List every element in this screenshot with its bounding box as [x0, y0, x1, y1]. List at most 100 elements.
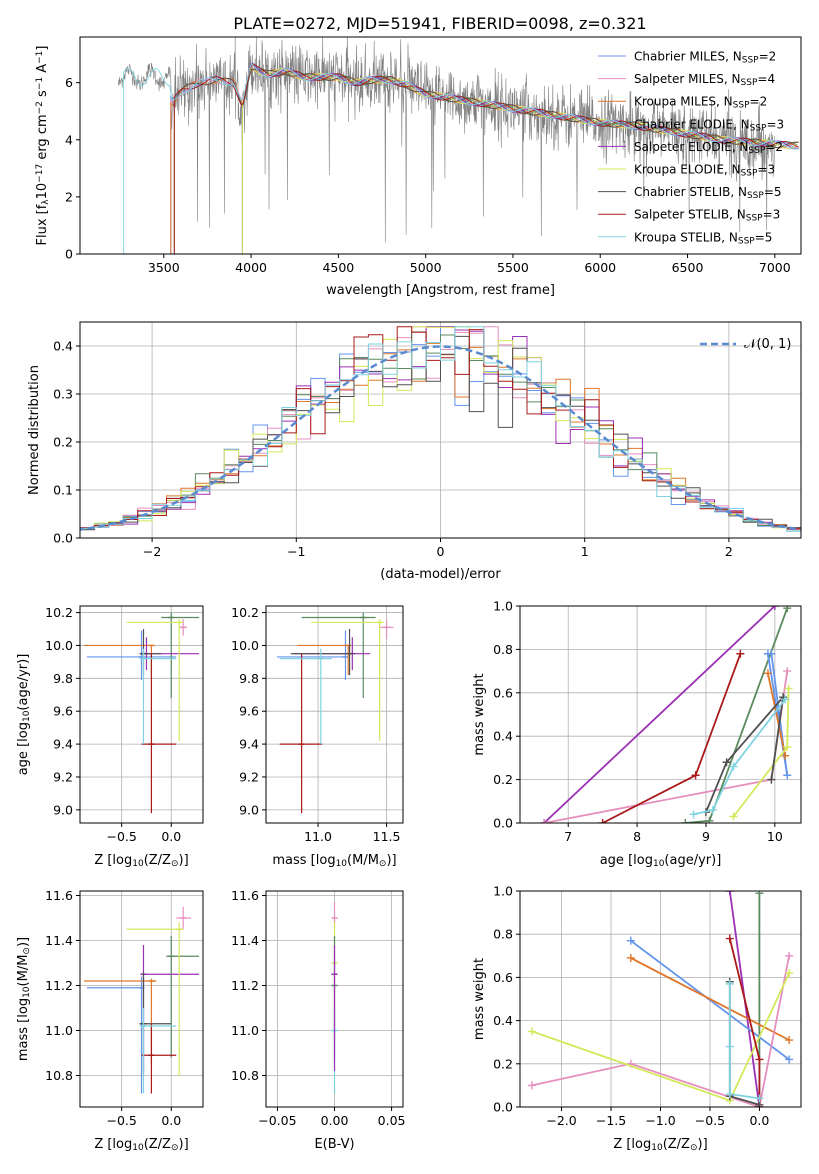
- legend-label-kroupa_miles-part: =2: [750, 95, 768, 109]
- legend-label-chabrier_miles: Chabrier MILES, NSSP=2: [634, 50, 776, 66]
- model-line-kroupa_elodie: [241, 67, 798, 254]
- weight-marker-salpeter_miles: [785, 951, 794, 960]
- mass_vs_ebv-ytick-label: 11.2: [231, 978, 259, 993]
- age_vs_Z-ytick-label: 9.4: [53, 737, 73, 752]
- weight-marker-chabrier_elodie: [681, 819, 690, 823]
- weight_vs_Z-xtick-label: 0.0: [749, 1113, 769, 1128]
- spectrum-ylabel-part: A: [35, 64, 50, 77]
- spectrum-ylabel-part: λ: [41, 199, 51, 205]
- legend-label-chabrier_miles-part: SSP: [742, 56, 759, 66]
- spectrum-xtick-label: 3500: [148, 260, 180, 275]
- weight_vs_age-frame: [519, 605, 802, 824]
- weight_vs_age-xlabel-part: 10: [653, 859, 665, 869]
- weight_vs_age-xlabel: age [log10(age/yr)]: [600, 853, 722, 869]
- legend-label-kroupa_elodie-part: SSP: [741, 169, 758, 179]
- legend-label-chabrier_elodie-part: SSP: [750, 124, 767, 134]
- weight_vs_Z-ytick-label: 0.8: [493, 927, 513, 942]
- legend-label-chabrier_elodie-part: =3: [766, 117, 784, 131]
- weight_vs_Z-xlabel-part: Z [log: [613, 1137, 651, 1152]
- weight-marker-chabrier_stelib: [722, 758, 731, 767]
- weight_vs_Z-axes: −2.0 −1.5 −1.0 −0.5 0.0 0.0 0.2 0.4 0.6 0.8 1.0: [493, 884, 802, 1128]
- mass_vs_Z-xtick-label: −0.5: [106, 1113, 136, 1128]
- weight_vs_Z-ylabel: mass weight: [472, 958, 487, 1040]
- weight_vs_Z-ytick-label: 0.4: [493, 1013, 513, 1028]
- legend-label-salpeter_miles: Salpeter MILES, NSSP=4: [634, 72, 775, 88]
- model-line-chabrier_elodie: [241, 64, 798, 254]
- mass_vs_ebv-xlabel-part: E(B-V): [314, 1137, 354, 1152]
- weight-line-kroupa_miles: [767, 673, 787, 756]
- age_vs_Z-frame: [79, 605, 204, 824]
- age_vs_Z-ytick-label: 10.0: [45, 638, 73, 653]
- weight_vs_age-ytick-label: 0.8: [493, 642, 513, 657]
- legend-label-salpeter_elodie-part: Salpeter ELODIE, N: [634, 140, 748, 154]
- weight-marker-chabrier_stelib: [767, 775, 776, 784]
- legend-label-kroupa_stelib: Kroupa STELIB, NSSP=5: [634, 230, 772, 246]
- residuals-xtick-label: 2: [725, 544, 733, 559]
- age_vs_mass-frame: [265, 605, 404, 824]
- age_vs_Z-ytick-label: 10.2: [45, 605, 73, 620]
- weight-marker-salpeter_elodie: [770, 606, 779, 610]
- legend-label-salpeter_elodie-part: =2: [765, 140, 783, 154]
- age_vs_Z-axes: −0.5 0.0 9.0 9.2 9.4 9.6 9.8 10.0 10.2: [45, 605, 204, 844]
- weight-marker-kroupa_stelib: [729, 762, 738, 771]
- mass_vs_Z-ylabel-part: 10: [22, 986, 32, 998]
- age_vs_mass-xtick-label: 11.0: [304, 829, 332, 844]
- legend-label-kroupa_stelib-part: =5: [755, 230, 773, 244]
- age_vs_Z-xlabel-part: (Z/Z: [144, 853, 171, 868]
- figure-title: PLATE=0272, MJD=51941, FIBERID=0098, z=0…: [233, 14, 646, 33]
- model-line-salpeter_stelib: [173, 63, 799, 254]
- weight-line-salpeter_miles: [531, 955, 790, 1107]
- weight-marker-chabrier_miles: [626, 936, 635, 945]
- mass_vs_Z-xlabel: Z [log10(Z/Z⊙)]: [94, 1137, 188, 1153]
- weight_vs_Z-xtick-label: −2.0: [546, 1113, 576, 1128]
- residuals-xtick-label: −2: [143, 544, 161, 559]
- weight-marker-chabrier_miles: [785, 1055, 794, 1064]
- weight-marker-salpeter_stelib: [736, 649, 745, 658]
- mass_vs_Z-ytick-label: 11.2: [45, 978, 73, 993]
- weight_vs_Z-ylabel-part: mass weight: [472, 958, 487, 1040]
- weight_vs_age-xtick-label: 9: [702, 829, 710, 844]
- legend-label-chabrier_miles-part: =2: [759, 50, 777, 64]
- age_vs_mass-ytick-label: 9.2: [239, 769, 259, 784]
- weight-marker-chabrier_elodie: [755, 891, 764, 898]
- weight-line-chabrier_stelib: [705, 694, 785, 813]
- data-spectrum-line: [118, 37, 776, 243]
- legend-label-chabrier_stelib: Chabrier STELIB, NSSP=5: [634, 185, 782, 201]
- hist-kroupa_stelib: [80, 326, 801, 538]
- legend-label-kroupa_miles-part: Kroupa MILES, N: [634, 95, 733, 109]
- age_vs_Z-xlabel-part: Z [log: [94, 853, 132, 868]
- mass_vs_Z-xlabel-part: ⊙: [171, 1143, 179, 1153]
- weight-marker-chabrier_elodie: [783, 606, 792, 613]
- mass_vs_Z-ylabel-part: )]: [16, 937, 31, 947]
- age_vs_Z-xtick-label: −0.5: [106, 829, 136, 844]
- spectrum-legend: Chabrier MILES, NSSP=2 Salpeter MILES, NS…: [598, 50, 784, 247]
- residuals-xtick-label: 0: [437, 544, 445, 559]
- weight_vs_Z-ytick-label: 1.0: [493, 884, 513, 899]
- spectrum-ylabel-part: −2: [35, 101, 45, 114]
- weight-marker-kroupa_stelib: [725, 1090, 734, 1099]
- weight-line-kroupa_elodie: [732, 688, 790, 818]
- residuals-xtick-label: 1: [581, 544, 589, 559]
- spectrum-xlabel-part: wavelength [Angstrom, rest frame]: [326, 283, 555, 298]
- weight-marker-kroupa_elodie: [785, 969, 794, 978]
- age_vs_Z-xlabel: Z [log10(Z/Z⊙)]: [94, 853, 188, 869]
- weight_vs_age-xtick-label: 8: [633, 829, 641, 844]
- legend-label-chabrier_stelib-part: SSP: [747, 191, 764, 201]
- age_vs_Z-ytick-label: 9.2: [53, 769, 73, 784]
- weight_vs_Z-xlabel-part: (Z/Z: [663, 1137, 690, 1152]
- residuals-xlabel: (data-model)/error: [380, 567, 501, 582]
- residuals-content: [80, 326, 801, 538]
- spectrum-ylabel-part: −17: [35, 164, 45, 183]
- mass_vs_ebv-xtick-label: −0.05: [258, 1113, 296, 1128]
- mass_vs_ebv-content: [331, 902, 338, 1094]
- mass_vs_Z-ytick-label: 10.8: [45, 1068, 73, 1083]
- age_vs_mass-ytick-label: 10.0: [231, 638, 259, 653]
- weight_vs_Z-xlabel-part: )]: [698, 1137, 708, 1152]
- weight-line-salpeter_elodie: [543, 606, 776, 823]
- mass_vs_ebv-ytick-label: 11.4: [231, 933, 259, 948]
- mass_vs_Z-xlabel-part: (Z/Z: [144, 1137, 171, 1152]
- legend-label-chabrier_stelib-part: =5: [764, 185, 782, 199]
- weight-marker-kroupa_miles: [785, 1036, 794, 1045]
- weight_vs_age-content: [540, 606, 793, 823]
